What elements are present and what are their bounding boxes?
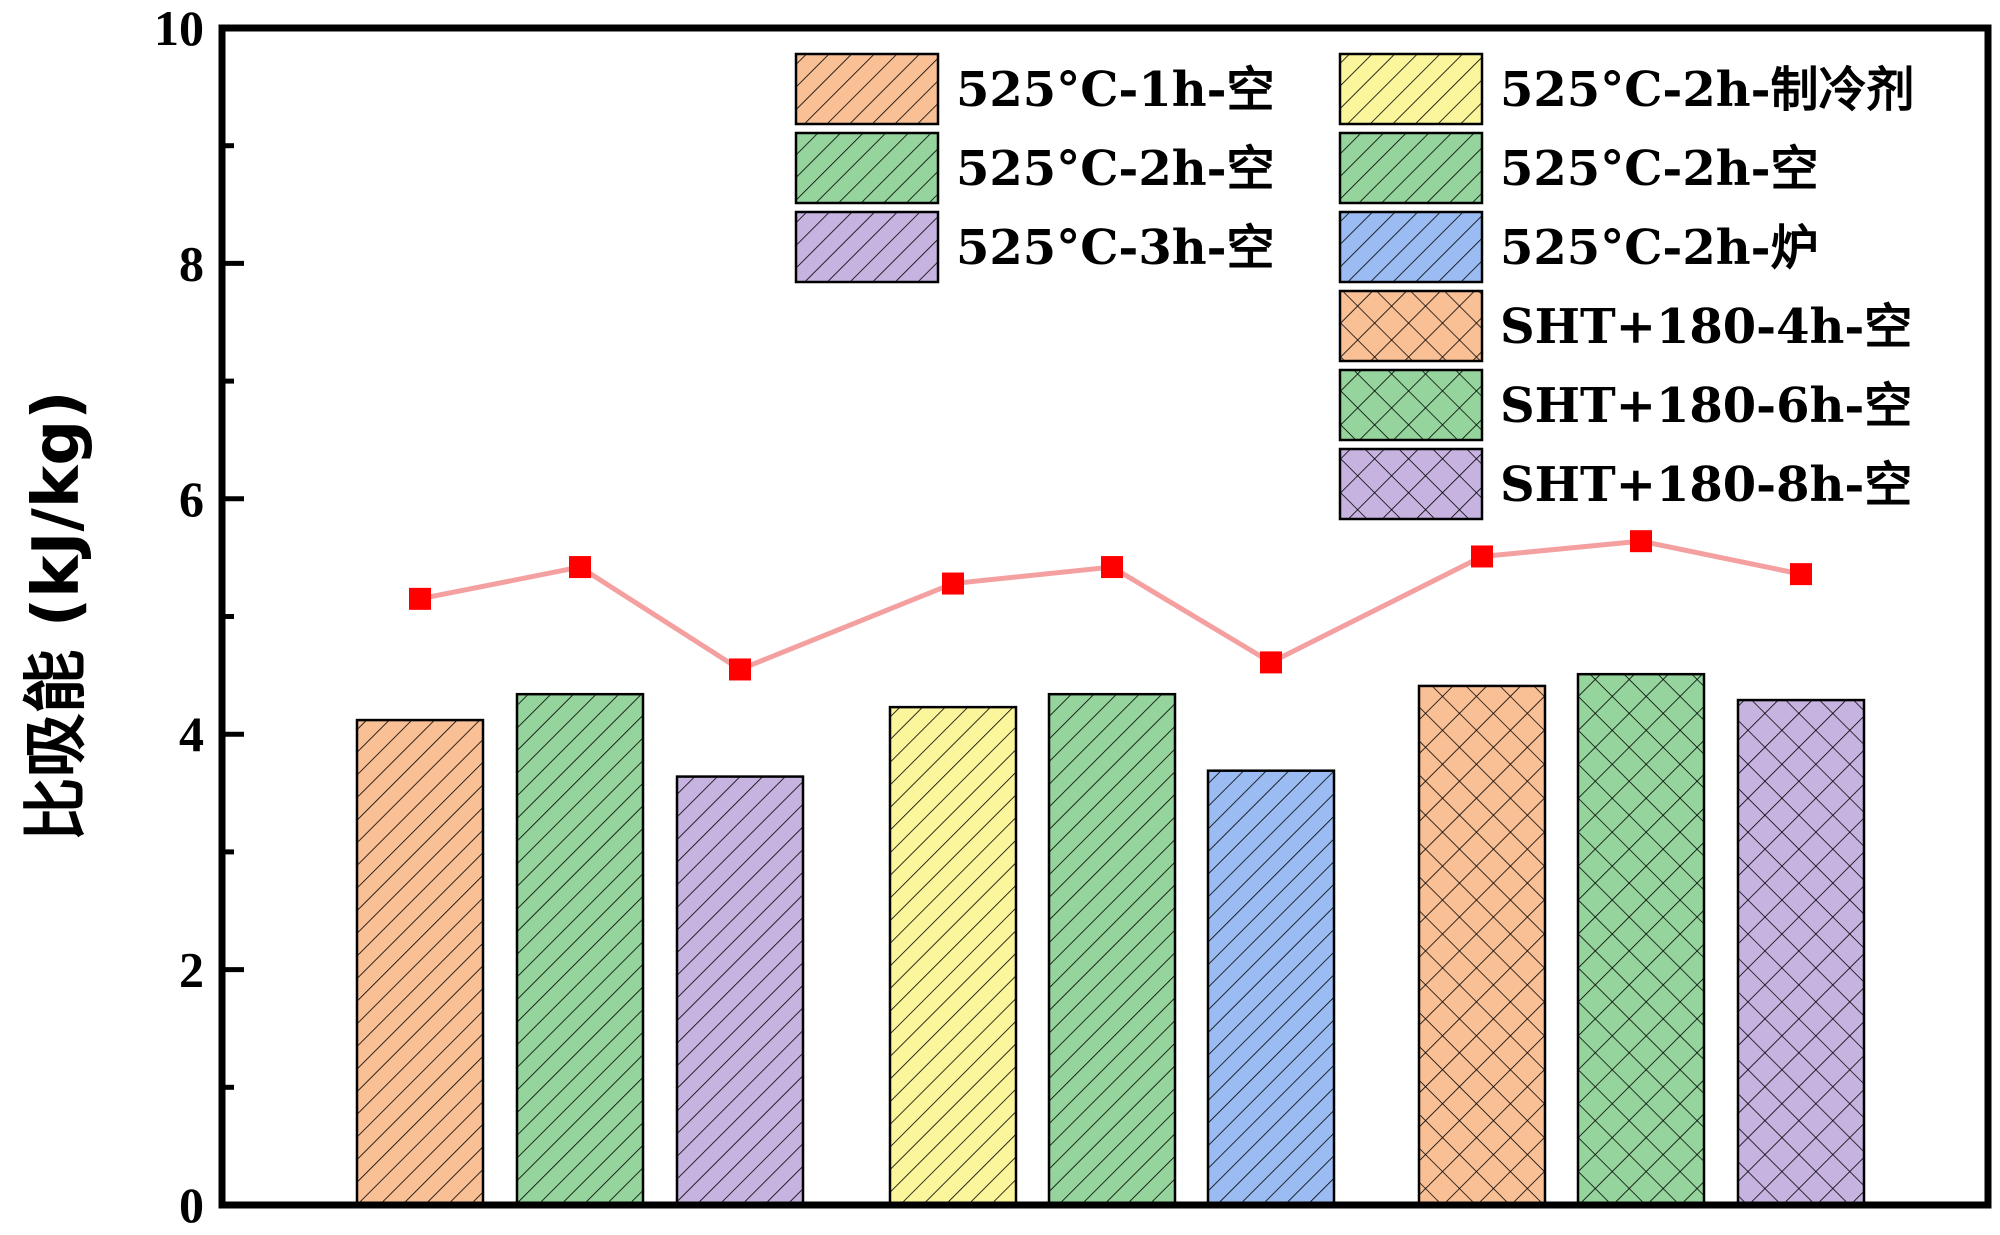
bar [1417, 684, 1547, 1207]
axes: 0 2 4 6 8 10 [154, 0, 1992, 1233]
legend-label: SHT+180-6h-空 [1500, 378, 1912, 434]
bar [1047, 692, 1177, 1207]
line-point [409, 587, 431, 610]
legend-label: 525°C-2h-炉 [1500, 220, 1819, 276]
line-point [729, 658, 751, 681]
bar [888, 705, 1018, 1207]
bar-hatch [1047, 692, 1177, 1207]
legend-swatch-hatch [1338, 289, 1484, 363]
bars [355, 672, 1866, 1207]
legend-item: 525°C-2h-空 [1338, 131, 1819, 205]
line-point [1630, 530, 1652, 553]
legend-item: 525°C-1h-空 [794, 52, 1275, 126]
legend-item: SHT+180-8h-空 [1338, 447, 1912, 521]
y-tick-label: 10 [154, 0, 204, 56]
line-point [1101, 556, 1123, 579]
legend-item: SHT+180-6h-空 [1338, 368, 1912, 442]
legend-label: 525°C-2h-制冷剂 [1500, 62, 1915, 118]
line-point [569, 556, 591, 579]
legend-swatch-hatch [794, 52, 940, 126]
line-series [409, 530, 1812, 681]
line-point [1471, 545, 1493, 568]
bar [1206, 769, 1336, 1207]
legend-item: 525°C-3h-空 [794, 210, 1275, 284]
legend-label: 525°C-1h-空 [956, 62, 1275, 118]
legend-swatch-hatch [1338, 447, 1484, 521]
line-point [1260, 651, 1282, 674]
legend-label: 525°C-3h-空 [956, 220, 1275, 276]
legend-label: SHT+180-4h-空 [1500, 299, 1912, 355]
bar-hatch [1206, 769, 1336, 1207]
bar [675, 775, 805, 1207]
legend-swatch-hatch [1338, 52, 1484, 126]
legend-swatch-hatch [1338, 131, 1484, 205]
legend-swatch-hatch [794, 210, 940, 284]
bar-hatch [675, 775, 805, 1207]
legend-item: 525°C-2h-炉 [1338, 210, 1819, 284]
legend-label: SHT+180-8h-空 [1500, 457, 1912, 513]
legend: 525°C-1h-空 525°C-2h-空 525°C-3h-空 525°C-2h-制… [794, 52, 1915, 521]
legend-item: 525°C-2h-空 [794, 131, 1275, 205]
bar-hatch [355, 718, 485, 1207]
bar-hatch [1736, 698, 1866, 1207]
bar [1576, 672, 1706, 1207]
bar [1736, 698, 1866, 1207]
bar-hatch [1576, 672, 1706, 1207]
line-point [1790, 563, 1812, 586]
bar-hatch [1417, 684, 1547, 1207]
legend-label: 525°C-2h-空 [1500, 141, 1819, 197]
y-axis-title: 比吸能 (kJ/kg) [20, 391, 94, 842]
legend-item: SHT+180-4h-空 [1338, 289, 1912, 363]
y-tick-label: 0 [179, 1177, 204, 1233]
bar [515, 692, 645, 1207]
legend-swatch-hatch [1338, 368, 1484, 442]
bar [355, 718, 485, 1207]
y-tick-label: 8 [179, 235, 204, 291]
bar-hatch [888, 705, 1018, 1207]
legend-label: 525°C-2h-空 [956, 141, 1275, 197]
legend-item: 525°C-2h-制冷剂 [1338, 52, 1915, 126]
y-tick-label: 6 [179, 471, 204, 527]
y-tick-label: 4 [179, 706, 204, 762]
legend-swatch-hatch [1338, 210, 1484, 284]
bar-hatch [515, 692, 645, 1207]
legend-swatch-hatch [794, 131, 940, 205]
line-point [942, 572, 964, 595]
y-tick-label: 2 [179, 942, 204, 998]
